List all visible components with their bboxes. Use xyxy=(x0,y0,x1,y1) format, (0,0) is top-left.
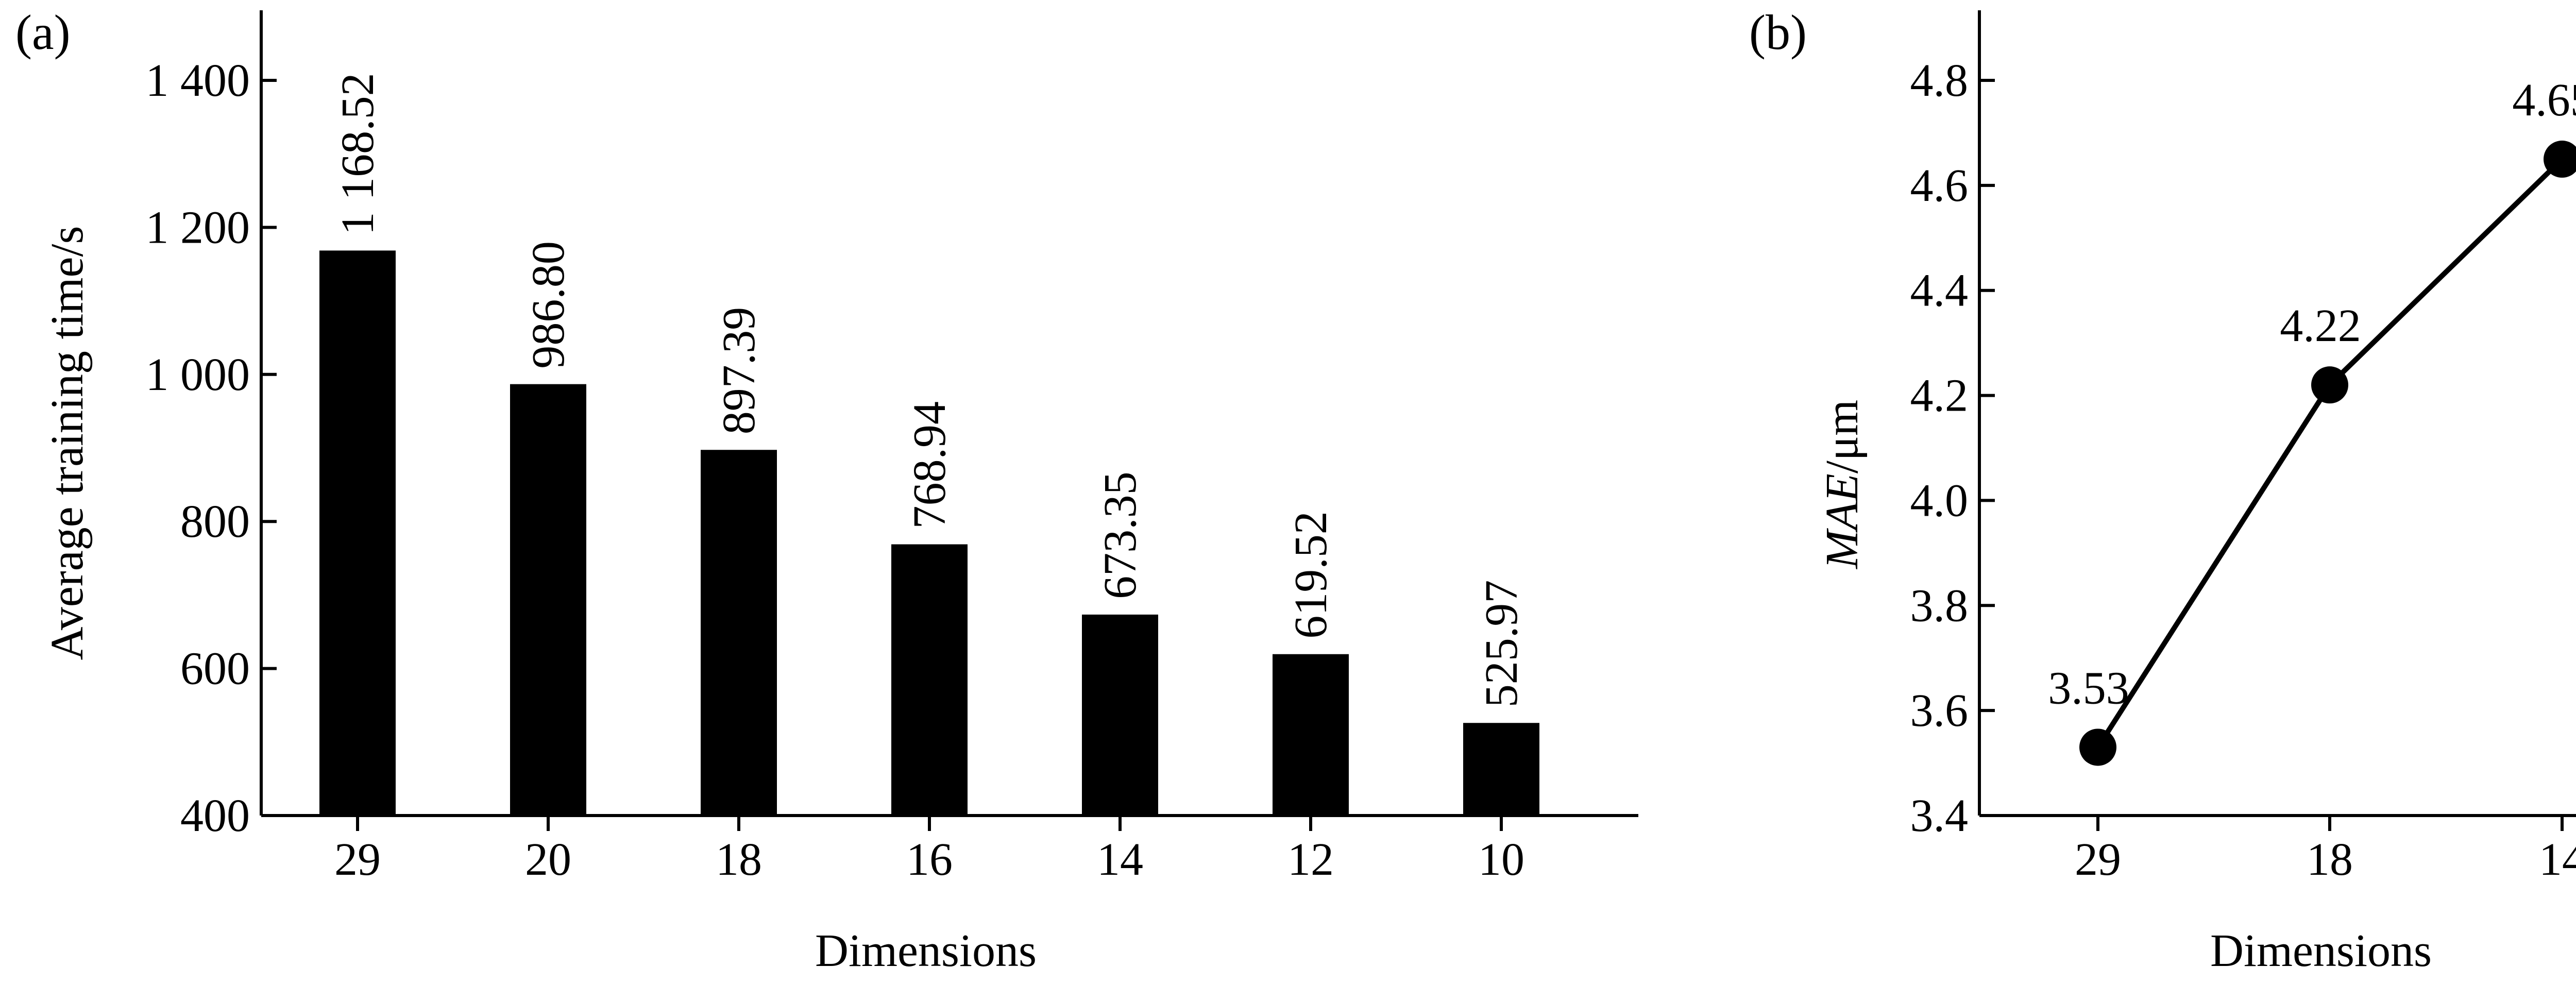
y-tick-label: 4.0 xyxy=(1910,475,1969,526)
series-line xyxy=(2095,157,2564,749)
bar-value-label: 673.35 xyxy=(1095,471,1146,599)
data-point-label: 4.22 xyxy=(2280,300,2361,351)
y-tick-label: 4.4 xyxy=(1910,265,1969,316)
y-tick-label: 1 000 xyxy=(146,349,250,400)
panel-a-label: (a) xyxy=(15,5,71,60)
data-point-label: 4.65 xyxy=(2512,75,2576,126)
y-tick-label: 4.2 xyxy=(1910,370,1969,421)
panel-a-x-axis-label: Dimensions xyxy=(815,925,1037,976)
x-tick-label: 29 xyxy=(334,834,381,885)
panel-b-label: (b) xyxy=(1749,5,1807,60)
bar xyxy=(1273,654,1349,816)
bar xyxy=(319,250,396,816)
panel-b-line-chart: (b) 3.4 3.6 3.8 4.0 4.2 4.4 4.6 4.8 3.53 4.22 4.6… xyxy=(1749,5,2576,976)
data-point-marker xyxy=(2311,366,2348,404)
panel-a-x-ticks: 29 20 18 16 14 12 10 xyxy=(334,816,1524,885)
x-tick-label: 29 xyxy=(2075,834,2121,885)
y-tick-label: 1 200 xyxy=(146,202,250,253)
panel-b-y-ticks: 3.4 3.6 3.8 4.0 4.2 4.4 4.6 4.8 xyxy=(1910,55,1995,841)
y-tick-label: 1 400 xyxy=(146,55,250,106)
bar xyxy=(1082,614,1158,816)
x-tick-label: 14 xyxy=(1097,834,1143,885)
data-point-marker xyxy=(2079,728,2116,766)
y-tick-label: 3.6 xyxy=(1910,685,1969,736)
x-tick-label: 20 xyxy=(525,834,571,885)
panel-b-y-axis-label: MAE/μm xyxy=(1817,400,1868,570)
y-tick-label: 3.4 xyxy=(1910,790,1969,841)
panel-a-y-axis-label: Average training time/s xyxy=(42,226,93,660)
panel-b-x-ticks: 29 18 14 xyxy=(2075,816,2576,885)
panel-a-bar-chart: (a) 400 600 800 1 000 1 200 1 400 1 168.52 986… xyxy=(15,5,1638,976)
bar xyxy=(510,384,586,816)
x-tick-label: 12 xyxy=(1287,834,1334,885)
x-tick-label: 16 xyxy=(906,834,953,885)
bar xyxy=(701,450,777,816)
data-point-label: 3.53 xyxy=(2048,663,2129,714)
x-tick-label: 18 xyxy=(716,834,762,885)
y-tick-label: 800 xyxy=(180,496,250,547)
panel-a-y-ticks: 400 600 800 1 000 1 200 1 400 xyxy=(146,55,277,841)
bar-value-label: 768.94 xyxy=(904,401,955,529)
bar-value-label: 525.97 xyxy=(1476,580,1527,708)
panel-b-y-axis-label-unit: /μm xyxy=(1817,400,1868,473)
bar xyxy=(1463,723,1539,816)
y-tick-label: 600 xyxy=(180,643,250,694)
y-tick-label: 3.8 xyxy=(1910,580,1969,631)
y-tick-label: 4.6 xyxy=(1910,160,1969,211)
bar-value-label: 897.39 xyxy=(714,307,765,435)
panel-a-bars: 1 168.52 986.80 897.39 768.94 673.35 619.52 52… xyxy=(319,73,1539,816)
bar xyxy=(891,544,968,816)
x-tick-label: 10 xyxy=(1478,834,1524,885)
x-tick-label: 18 xyxy=(2307,834,2353,885)
panel-b-y-axis-label-var: MAE xyxy=(1817,473,1868,570)
y-tick-label: 4.8 xyxy=(1910,55,1969,106)
y-tick-label: 400 xyxy=(180,790,250,841)
bar-value-label: 619.52 xyxy=(1285,511,1336,639)
panel-b-series: 3.53 4.22 4.65 xyxy=(2048,75,2576,766)
data-point-marker xyxy=(2544,140,2576,178)
x-tick-label: 14 xyxy=(2539,834,2576,885)
panel-b-x-axis-label: Dimensions xyxy=(2210,925,2432,976)
bar-value-label: 1 168.52 xyxy=(332,73,383,235)
bar-value-label: 986.80 xyxy=(523,241,574,369)
